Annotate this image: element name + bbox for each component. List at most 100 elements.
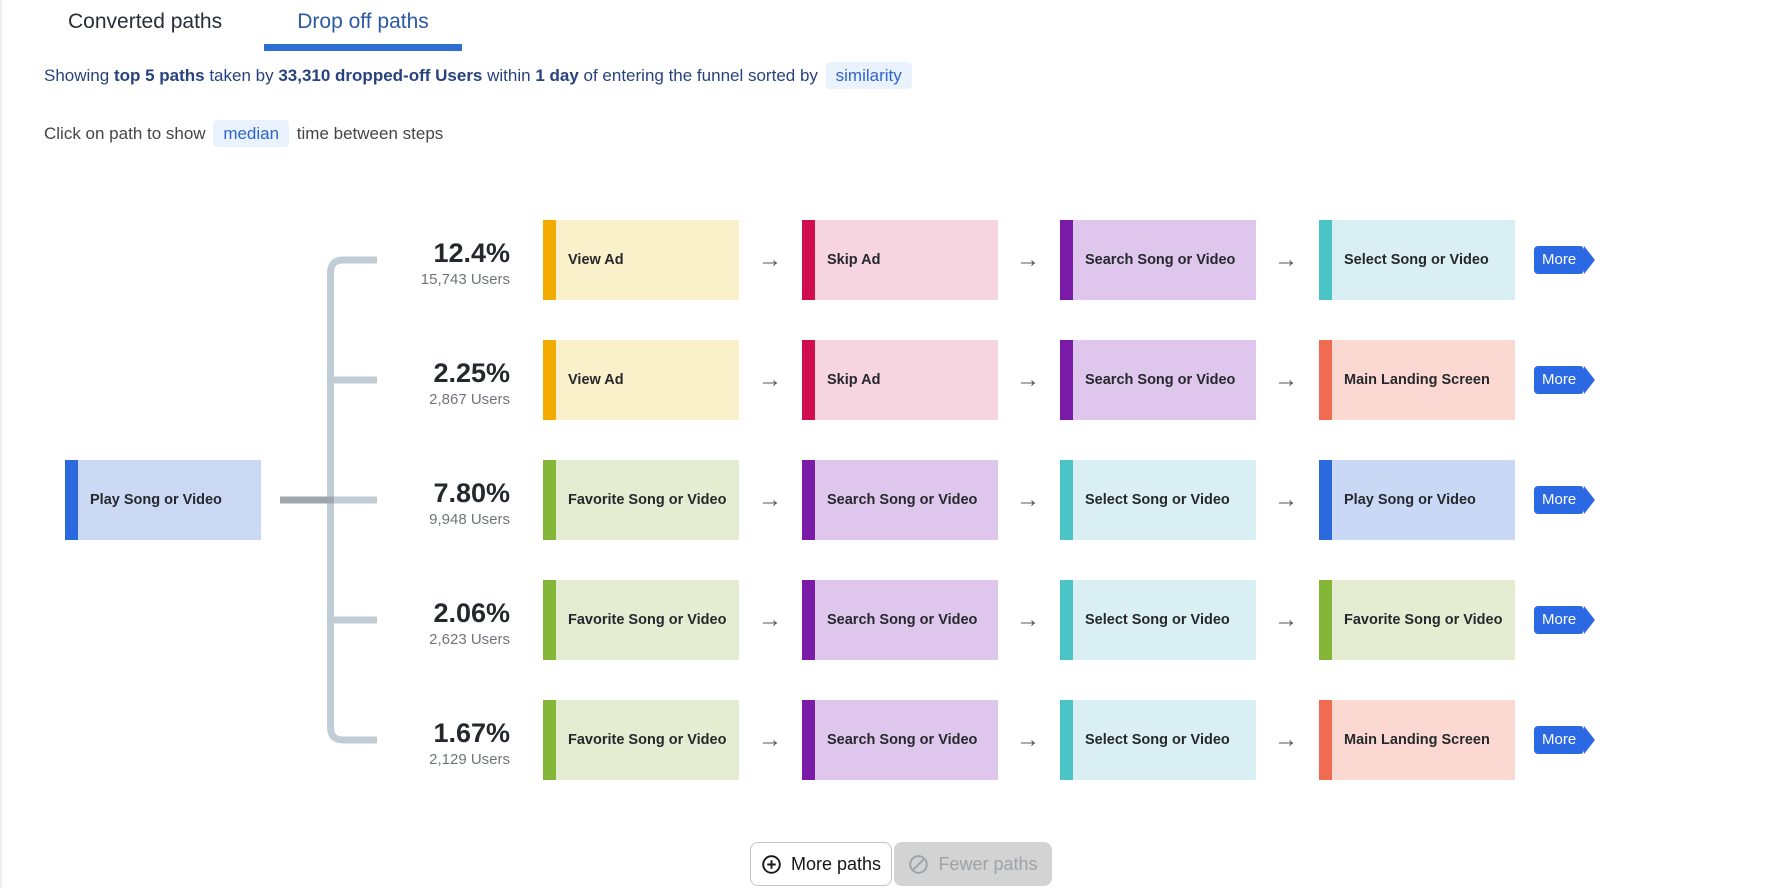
arrow-right-icon: → <box>1274 366 1298 393</box>
path-users-count: 9,948 Users <box>429 511 510 528</box>
step-accent-bar <box>543 460 556 540</box>
text-segment: Showing <box>44 66 114 85</box>
path-step-box[interactable]: Search Song or Video <box>802 580 998 660</box>
path-percent: 2.25% <box>433 358 510 388</box>
step-event-label: Search Song or Video <box>1085 252 1236 268</box>
step-accent-bar <box>802 700 815 780</box>
arrow-right-icon: → <box>1274 726 1298 753</box>
path-step-box[interactable]: Skip Ad <box>802 220 998 300</box>
step-accent-bar <box>1060 580 1073 660</box>
step-event-label: Skip Ad <box>827 252 881 268</box>
more-tag-button[interactable]: More <box>1534 246 1596 274</box>
path-step-box[interactable]: Select Song or Video <box>1060 700 1256 780</box>
more-tag-button[interactable]: More <box>1534 726 1596 754</box>
path-step-box[interactable]: Search Song or Video <box>802 700 998 780</box>
text-segment: time between steps <box>292 124 444 143</box>
path-users-count: 2,867 Users <box>429 391 510 408</box>
path-step-box[interactable]: Favorite Song or Video <box>543 580 739 660</box>
path-row: 2.25% 2,867 Users View Ad → Skip Ad → Search S… <box>2 340 1789 420</box>
step-accent-bar <box>543 580 556 660</box>
step-accent-bar <box>1060 220 1073 300</box>
path-step-box[interactable]: Favorite Song or Video <box>543 700 739 780</box>
summary-line: Showing top 5 paths taken by 33,310 drop… <box>44 62 915 89</box>
path-stats: 2.06% 2,623 Users <box>372 599 510 649</box>
path-users-count: 2,623 Users <box>429 631 510 648</box>
path-step-box[interactable]: Favorite Song or Video <box>1319 580 1515 660</box>
text-segment: within <box>482 66 536 85</box>
step-event-label: Main Landing Screen <box>1344 372 1490 388</box>
path-row: 1.67% 2,129 Users Favorite Song or Video → S… <box>2 700 1789 780</box>
entry-event-box[interactable]: Play Song or Video <box>65 460 261 540</box>
step-accent-bar <box>1060 460 1073 540</box>
step-event-label: Favorite Song or Video <box>1344 612 1503 628</box>
more-tag-button[interactable]: More <box>1534 486 1596 514</box>
step-accent-bar <box>543 340 556 420</box>
step-event-label: Search Song or Video <box>1085 372 1236 388</box>
path-stats: 1.67% 2,129 Users <box>372 719 510 769</box>
path-users-count: 2,129 Users <box>429 751 510 768</box>
text-segment: taken by <box>204 66 279 85</box>
arrow-right-icon: → <box>758 606 782 633</box>
arrow-right-icon: → <box>1016 366 1040 393</box>
path-step-box[interactable]: Play Song or Video <box>1319 460 1515 540</box>
path-step-box[interactable]: Search Song or Video <box>802 460 998 540</box>
path-stats: 12.4% 15,743 Users <box>372 239 510 289</box>
step-accent-bar <box>802 340 815 420</box>
path-step-box[interactable]: Favorite Song or Video <box>543 460 739 540</box>
path-step-box[interactable]: Search Song or Video <box>1060 220 1256 300</box>
fewer-paths-button[interactable]: Fewer paths <box>894 842 1052 886</box>
sort-by-dropdown[interactable]: similarity <box>825 62 912 89</box>
active-tab-indicator <box>264 44 462 51</box>
step-event-label: Favorite Song or Video <box>568 732 727 748</box>
path-step-box[interactable]: Search Song or Video <box>1060 340 1256 420</box>
arrow-right-icon: → <box>758 246 782 273</box>
step-event-label: Select Song or Video <box>1344 252 1489 268</box>
step-event-label: Search Song or Video <box>827 492 978 508</box>
path-step-box[interactable]: Main Landing Screen <box>1319 700 1515 780</box>
step-accent-bar <box>802 220 815 300</box>
step-accent-bar <box>1319 580 1332 660</box>
path-row: 12.4% 15,743 Users View Ad → Skip Ad → Search … <box>2 220 1789 300</box>
step-event-label: Select Song or Video <box>1085 492 1230 508</box>
step-accent-bar <box>1319 340 1332 420</box>
more-tag-button[interactable]: More <box>1534 606 1596 634</box>
arrow-right-icon: → <box>1016 246 1040 273</box>
path-step-box[interactable]: View Ad <box>543 220 739 300</box>
arrow-right-icon: → <box>758 486 782 513</box>
step-event-label: Select Song or Video <box>1085 612 1230 628</box>
step-event-label: Favorite Song or Video <box>568 612 727 628</box>
step-accent-bar <box>802 580 815 660</box>
hint-line: Click on path to show median time betwee… <box>44 120 444 147</box>
paths-pagination: More paths Fewer paths <box>750 842 1052 886</box>
more-paths-label: More paths <box>790 853 882 874</box>
arrow-right-icon: → <box>1016 486 1040 513</box>
more-paths-button[interactable]: More paths <box>750 842 892 886</box>
tab-label: Drop off paths <box>297 10 429 33</box>
path-step-box[interactable]: Select Song or Video <box>1060 460 1256 540</box>
path-step-box[interactable]: Skip Ad <box>802 340 998 420</box>
step-event-label: Play Song or Video <box>1344 492 1476 508</box>
path-stats: 2.25% 2,867 Users <box>372 358 510 409</box>
step-event-label: Favorite Song or Video <box>568 492 727 508</box>
path-step-box[interactable]: Select Song or Video <box>1319 220 1515 300</box>
arrow-right-icon: → <box>1016 726 1040 753</box>
path-row: 7.80% 9,948 Users Favorite Song or Video → S… <box>2 460 1789 540</box>
text-segment: of entering the funnel sorted by <box>578 66 823 85</box>
plus-circle-icon <box>762 854 781 874</box>
entry-event-label: Play Song or Video <box>90 492 222 508</box>
step-accent-bar <box>1319 460 1332 540</box>
path-step-box[interactable]: Main Landing Screen <box>1319 340 1515 420</box>
time-metric-dropdown[interactable]: median <box>213 120 290 147</box>
step-accent-bar <box>1060 340 1073 420</box>
path-stats: 7.80% 9,948 Users <box>372 479 510 529</box>
step-accent-bar <box>543 220 556 300</box>
tab-converted-paths[interactable]: Converted paths <box>68 10 223 33</box>
more-tag-button[interactable]: More <box>1534 366 1596 394</box>
path-step-box[interactable]: Select Song or Video <box>1060 580 1256 660</box>
tab-drop-off-paths[interactable]: Drop off paths <box>264 10 462 51</box>
step-event-label: Skip Ad <box>827 372 881 388</box>
arrow-right-icon: → <box>1274 246 1298 273</box>
text-segment: 33,310 dropped-off Users <box>278 66 483 85</box>
path-step-box[interactable]: View Ad <box>543 340 739 420</box>
